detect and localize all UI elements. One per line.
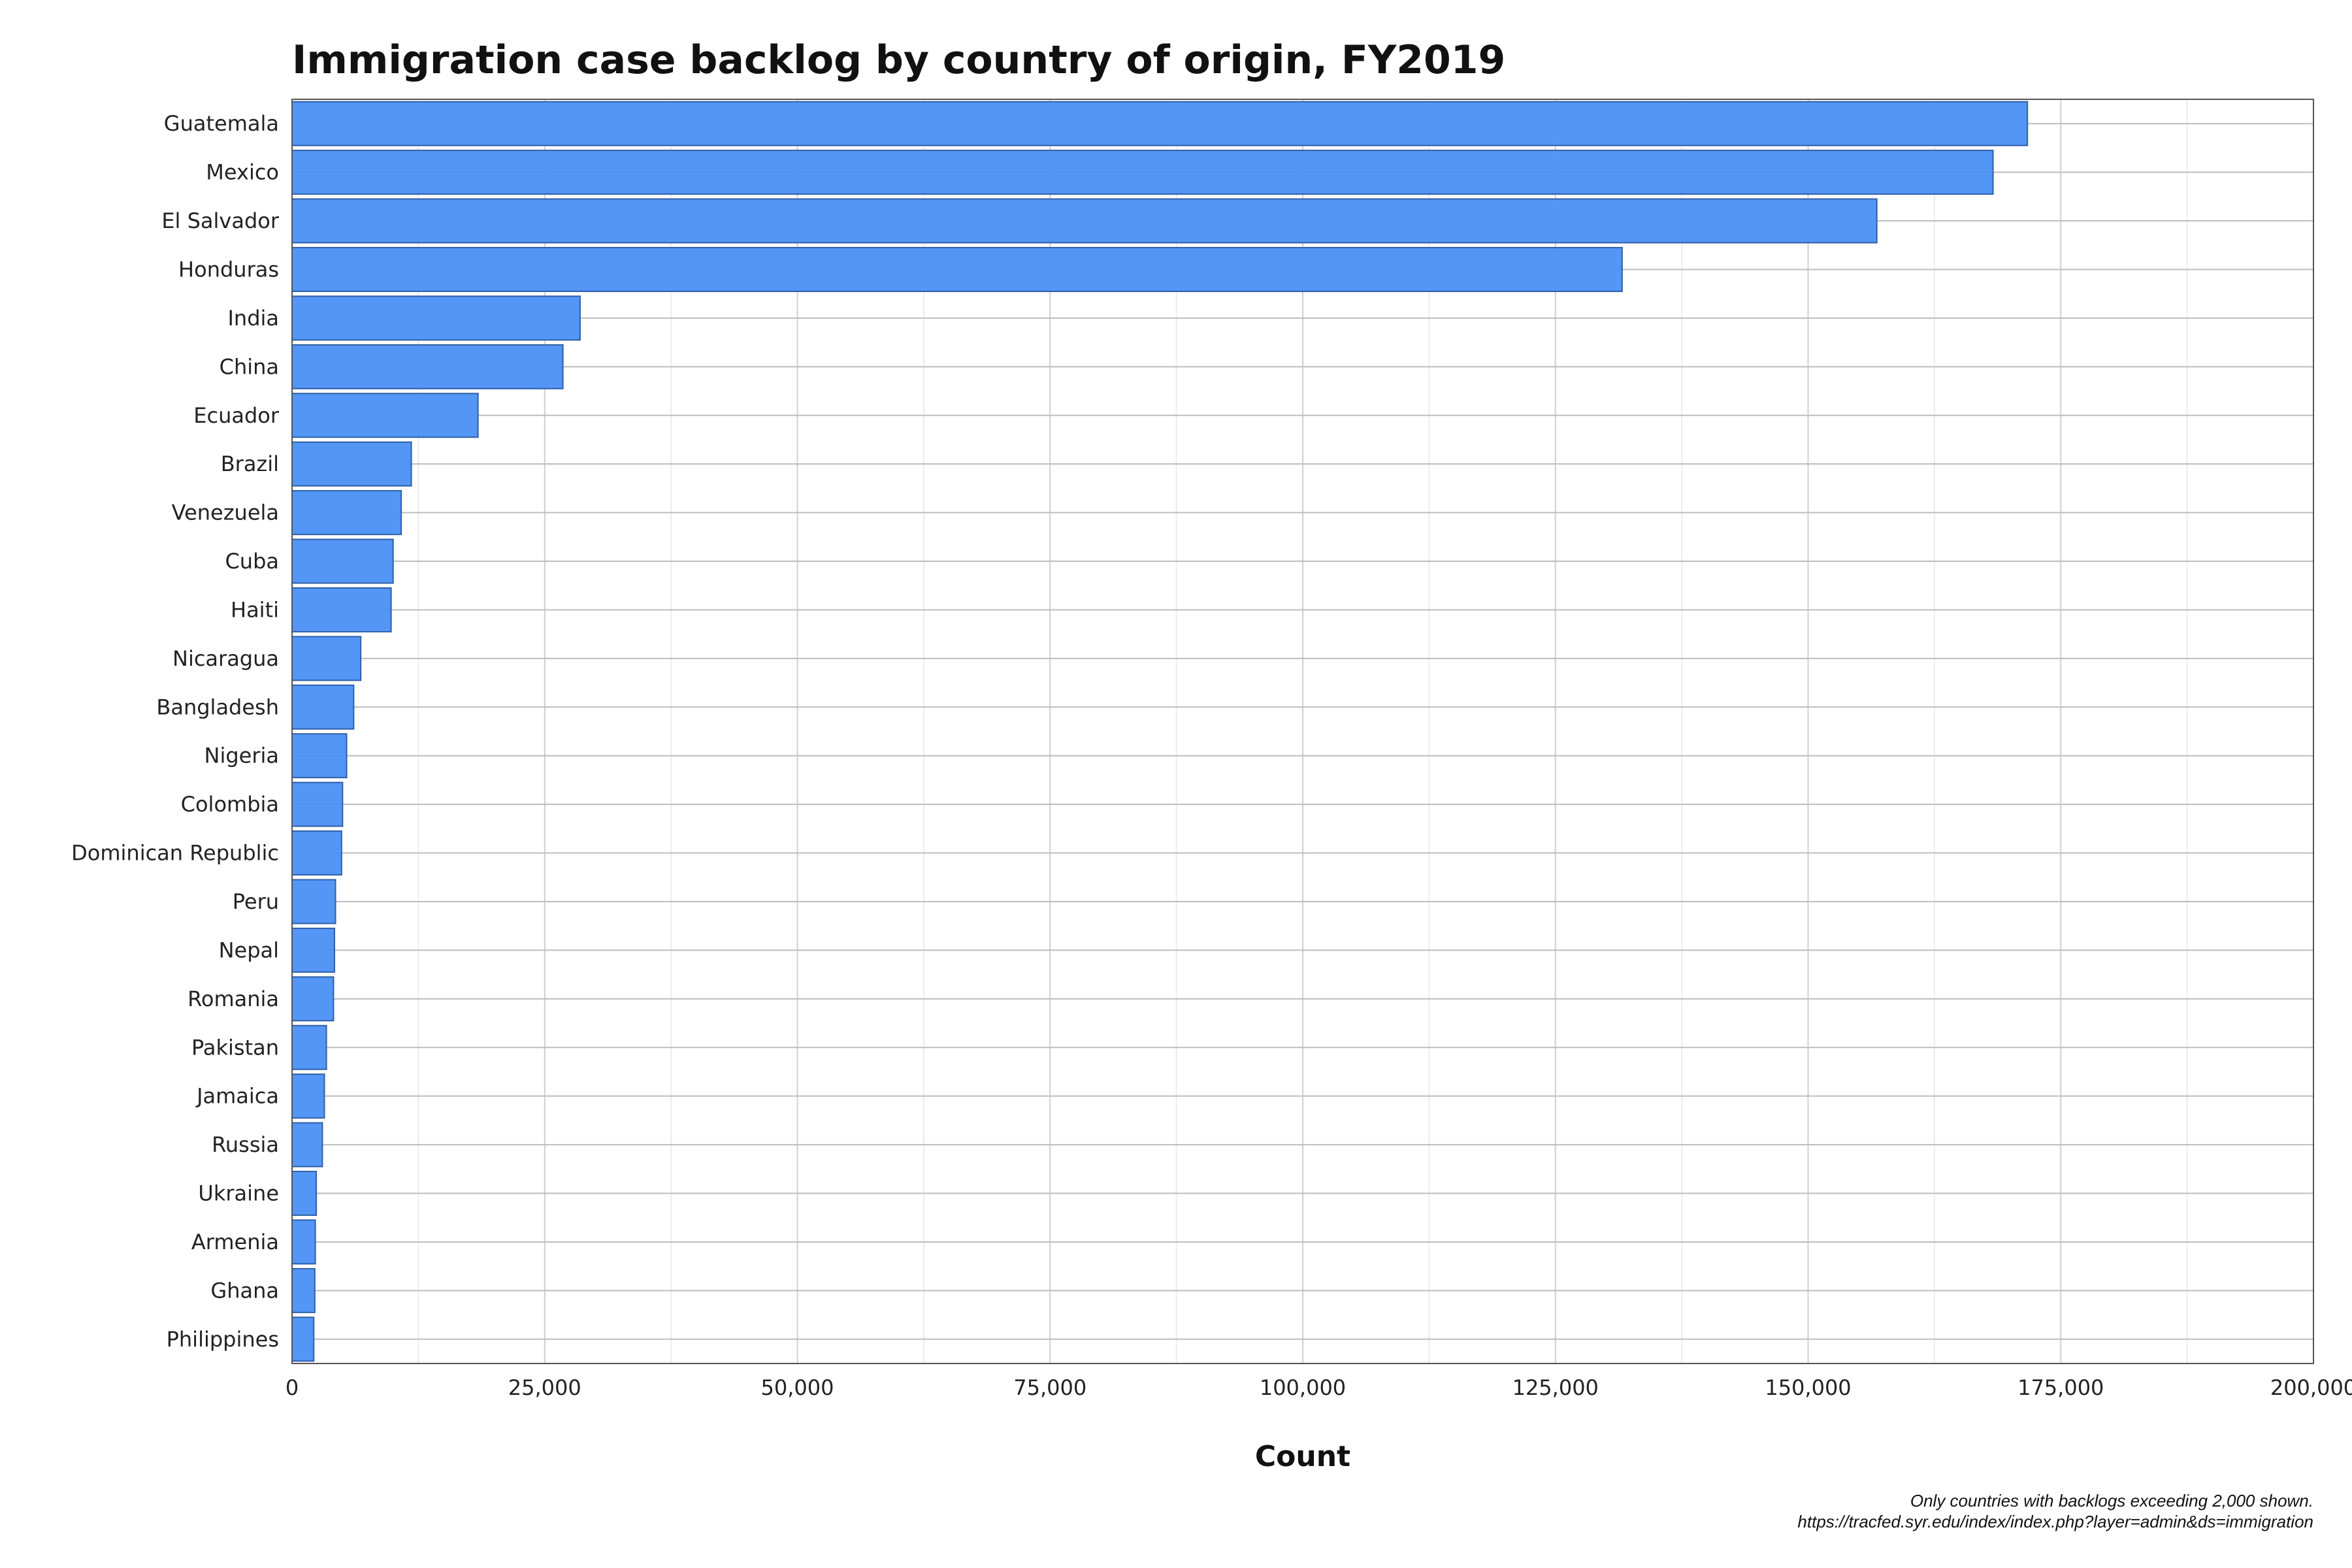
caption-line-2: https://tracfed.syr.edu/index/index.php?… xyxy=(1797,1512,2313,1531)
bar-china xyxy=(291,344,564,389)
y-tick-label: Bangladesh xyxy=(156,694,279,719)
bar-pakistan xyxy=(291,1024,327,1070)
y-tick-label: Haiti xyxy=(231,597,279,622)
bar-ghana xyxy=(291,1267,316,1313)
bar-ecuador xyxy=(291,393,479,438)
y-tick-label: Cuba xyxy=(225,549,279,574)
bar-armenia xyxy=(291,1219,316,1265)
chart-title: Immigration case backlog by country of o… xyxy=(292,37,1505,83)
y-tick-label: Philippines xyxy=(167,1327,279,1352)
bar-venezuela xyxy=(291,490,402,536)
bar-peru xyxy=(291,879,336,924)
y-tick-label: Dominican Republic xyxy=(71,841,279,866)
x-axis-label: Count xyxy=(1255,1440,1350,1473)
bar-bangladesh xyxy=(291,684,355,730)
bar-el-salvador xyxy=(291,198,1878,244)
bar-haiti xyxy=(291,587,392,632)
y-tick-label: Armenia xyxy=(191,1230,279,1254)
bars xyxy=(291,101,2029,1362)
y-tick-label: Romania xyxy=(188,987,279,1011)
y-tick-label: Ghana xyxy=(210,1278,279,1303)
bar-philippines xyxy=(291,1316,315,1362)
bar-india xyxy=(291,295,581,341)
y-tick-label: Nicaragua xyxy=(172,646,279,671)
x-tick-label: 50,000 xyxy=(761,1375,834,1400)
y-tick-label: Jamaica xyxy=(195,1084,279,1109)
bar-cuba xyxy=(291,538,394,584)
bar-nicaragua xyxy=(291,636,362,681)
y-tick-label: Nepal xyxy=(219,938,279,962)
y-tick-label: Brazil xyxy=(221,451,279,476)
caption-line-1: Only countries with backlogs exceeding 2… xyxy=(1910,1491,2313,1511)
bar-nepal xyxy=(291,927,335,973)
y-tick-label: Honduras xyxy=(178,257,279,282)
y-tick-label: India xyxy=(227,306,279,331)
y-tick-label: Pakistan xyxy=(191,1035,279,1060)
y-tick-label: Guatemala xyxy=(164,111,279,136)
y-tick-label: Venezuela xyxy=(172,500,279,525)
bar-colombia xyxy=(291,781,344,827)
bar-nigeria xyxy=(291,733,348,779)
y-tick-label: Colombia xyxy=(181,792,279,817)
x-tick-label: 100,000 xyxy=(1260,1375,1346,1400)
x-tick-label: 25,000 xyxy=(508,1375,581,1400)
bar-jamaica xyxy=(291,1073,325,1119)
bar-brazil xyxy=(291,441,412,487)
x-tick-label: 125,000 xyxy=(1512,1375,1599,1400)
y-tick-label: Russia xyxy=(212,1132,279,1157)
y-tick-label: Nigeria xyxy=(204,743,279,768)
bar-ukraine xyxy=(291,1171,318,1217)
y-tick-labels: Guatemala Mexico El Salvador Honduras India C… xyxy=(71,111,280,1352)
y-tick-label: Mexico xyxy=(206,160,279,185)
bar-russia xyxy=(291,1122,323,1168)
y-tick-label: China xyxy=(220,354,279,379)
plot-border xyxy=(291,99,2314,1364)
y-tick-label: Ukraine xyxy=(198,1181,279,1206)
bar-guatemala xyxy=(291,101,2029,146)
x-tick-label: 75,000 xyxy=(1013,1375,1086,1400)
y-tick-label: El Salvador xyxy=(161,208,280,233)
x-tick-label: 175,000 xyxy=(2017,1375,2104,1400)
bar-mexico xyxy=(291,150,1994,195)
x-tick-label: 200,000 xyxy=(2270,1375,2352,1400)
x-tick-label: 150,000 xyxy=(1765,1375,1851,1400)
bar-romania xyxy=(291,976,335,1022)
bar-dominican-republic xyxy=(291,830,342,876)
y-tick-label: Peru xyxy=(233,889,279,914)
y-tick-label: Ecuador xyxy=(193,403,280,428)
x-tick-labels: 0 25,000 50,000 75,000 100,000 125,000 150,000… xyxy=(286,1375,2352,1400)
bar-honduras xyxy=(291,246,1623,292)
x-tick-label: 0 xyxy=(286,1375,299,1400)
